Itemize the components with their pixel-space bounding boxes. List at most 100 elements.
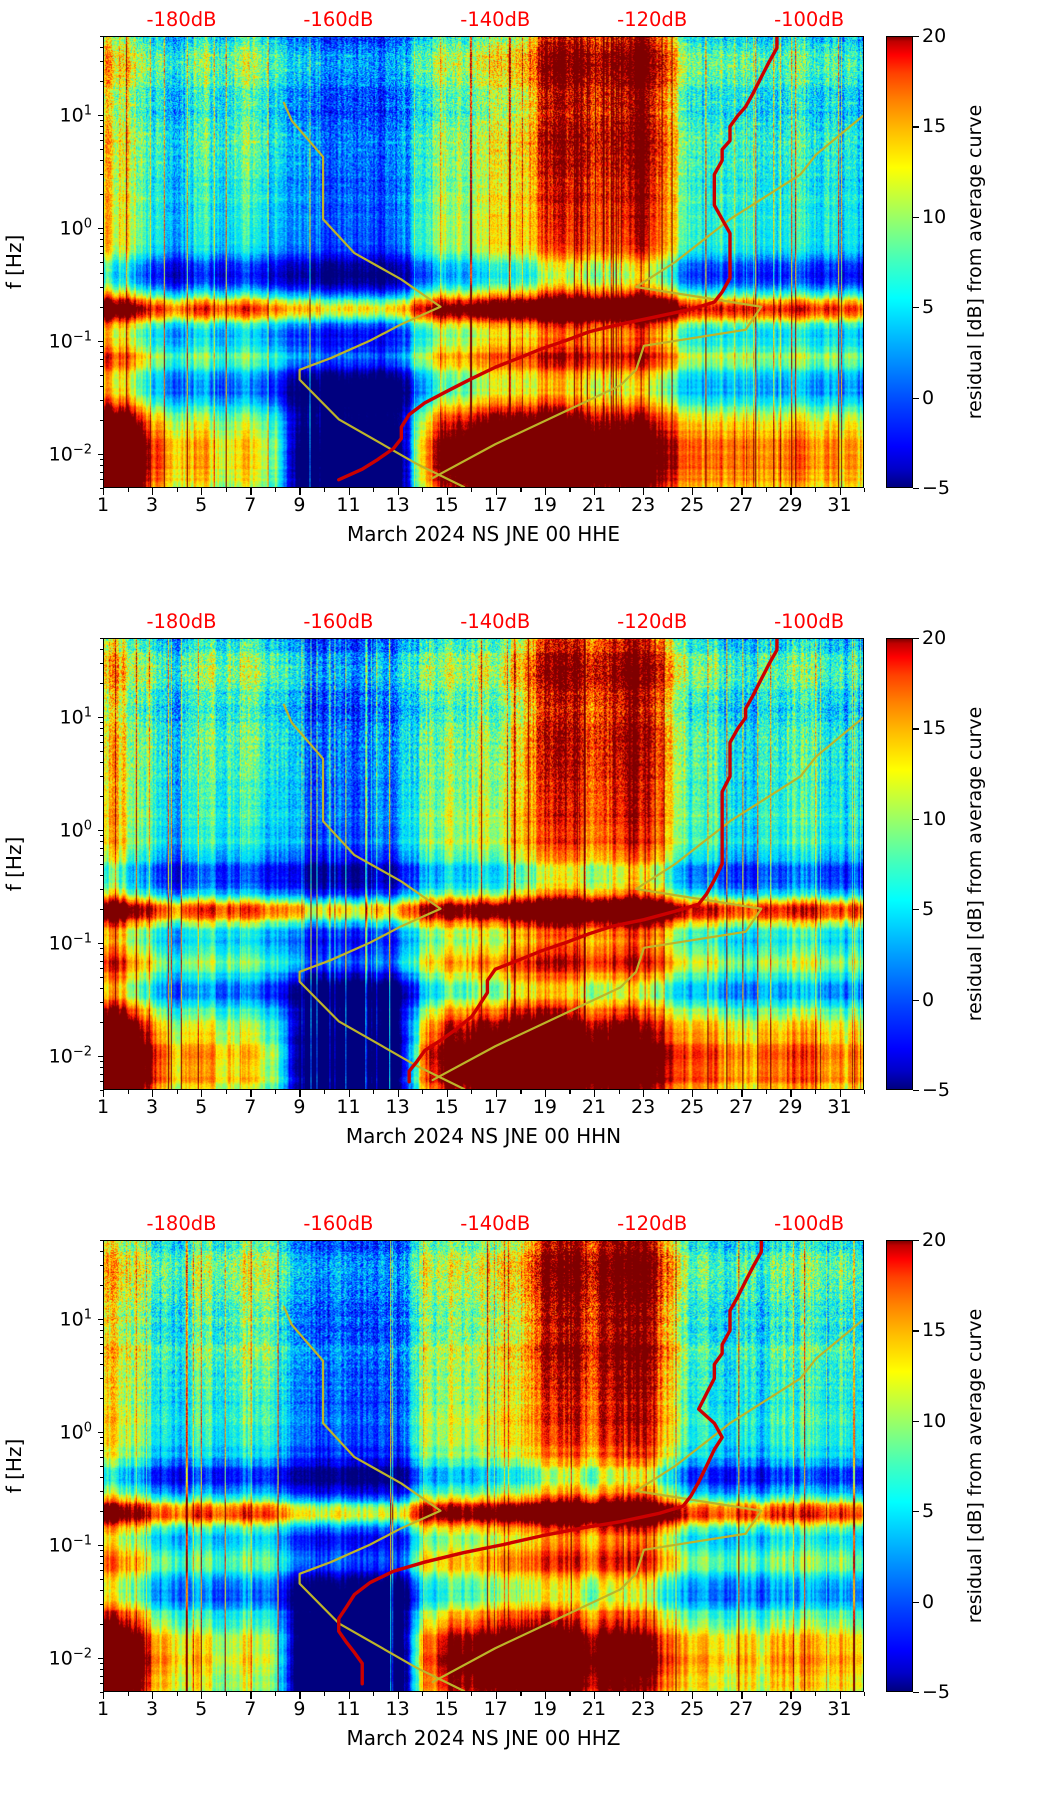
spectrogram-axes[interactable] — [103, 638, 864, 1090]
colorbar-tick-label: 20 — [922, 1229, 947, 1251]
colorbar-label: residual [dB] from average curve — [962, 638, 988, 1090]
colorbar-label-text: residual [dB] from average curve — [964, 104, 986, 420]
x-axis-major-tick — [741, 1692, 743, 1699]
y-axis-minor-tick — [100, 174, 104, 176]
top-db-tick-label: -140dB — [460, 610, 531, 633]
colorbar-tick-label: 15 — [922, 115, 947, 138]
top-db-tick-label: -160dB — [303, 1212, 374, 1235]
y-axis-ticks — [96, 36, 104, 490]
top-db-tick-label: -140dB — [460, 1212, 531, 1235]
y-axis-minor-tick — [100, 420, 104, 422]
colorbar — [886, 1240, 913, 1692]
top-db-tick-label: -180dB — [146, 610, 217, 633]
top-db-axis-labels: -180dB -160dB -140dB -120dB -100dB — [103, 8, 864, 32]
y-axis-major-tick — [97, 341, 104, 343]
x-axis-tick-label: 17 — [483, 1096, 508, 1118]
x-axis-major-tick — [152, 488, 154, 495]
x-axis-minor-tick — [864, 1090, 866, 1094]
colorbar-tick-label: 0 — [922, 386, 935, 409]
x-axis-tick-label: 11 — [336, 1698, 361, 1720]
y-axis-tick-label: 100 — [59, 216, 92, 240]
x-axis-minor-tick — [373, 488, 375, 492]
y-axis-label-text: f [Hz] — [2, 234, 26, 290]
x-axis-tick-label: 19 — [532, 1096, 557, 1118]
noise-model-low-curve — [284, 103, 464, 487]
x-axis-minor-tick — [814, 1090, 817, 1094]
y-axis-minor-tick — [100, 81, 104, 83]
y-axis-minor-tick — [100, 1324, 104, 1326]
top-db-tick-label: -100dB — [774, 610, 845, 633]
x-axis-tick-label: 21 — [581, 1096, 607, 1118]
y-axis-minor-tick — [100, 1265, 104, 1267]
y-axis-major-tick — [97, 1432, 104, 1434]
x-axis-tick-label: 29 — [778, 494, 803, 516]
x-axis-tick-label: 3 — [146, 494, 159, 516]
y-axis-major-tick — [97, 1319, 104, 1321]
top-db-tick-label: -140dB — [460, 8, 531, 31]
y-axis-minor-tick — [100, 1329, 104, 1332]
y-axis-major-tick — [97, 454, 104, 456]
x-axis-tick-label: 27 — [729, 494, 754, 516]
colorbar-tick — [913, 126, 919, 128]
colorbar-tick-label: 5 — [922, 898, 935, 921]
x-axis-minor-tick — [765, 488, 768, 492]
y-axis-minor-tick — [100, 1466, 104, 1468]
y-axis-major-tick — [97, 228, 104, 230]
y-axis-minor-tick — [100, 346, 104, 348]
x-axis-tick-label: 25 — [680, 1698, 705, 1720]
x-axis-minor-tick — [274, 1090, 277, 1094]
y-axis-minor-tick — [100, 1668, 104, 1671]
noise-model-high-curve — [433, 103, 864, 478]
x-axis-major-tick — [348, 488, 350, 495]
y-axis-tick-label: 10−2 — [48, 1044, 92, 1068]
colorbar-tick-label: 0 — [922, 988, 935, 1011]
x-axis-minor-tick — [765, 1090, 768, 1094]
x-axis-tick-label: 31 — [827, 494, 852, 516]
y-axis-minor-tick — [100, 875, 104, 877]
x-axis-major-tick — [790, 1692, 792, 1699]
colorbar-tick — [913, 1330, 919, 1332]
x-axis-major-tick — [250, 1090, 252, 1097]
y-axis-ticks — [96, 638, 104, 1092]
x-axis-minor-tick — [225, 1692, 227, 1696]
x-axis-major-tick — [446, 488, 448, 495]
x-axis-minor-tick — [127, 1692, 129, 1696]
y-axis-minor-tick — [100, 1090, 104, 1092]
x-axis-tick-label: 23 — [631, 1698, 656, 1720]
y-axis-minor-tick — [100, 1344, 104, 1346]
x-axis-major-tick — [495, 488, 498, 495]
y-axis-minor-tick — [100, 120, 104, 122]
x-axis-tick-label: 5 — [195, 1698, 208, 1720]
y-axis-tick-label: 10−2 — [48, 442, 92, 466]
x-axis-major-tick — [397, 1692, 399, 1699]
colorbar-tick-label: 5 — [922, 1500, 935, 1523]
x-axis-major-tick — [250, 488, 252, 495]
y-axis-minor-tick — [100, 1285, 104, 1287]
colorbar-label: residual [dB] from average curve — [962, 36, 988, 488]
colorbar-ticks — [913, 1240, 920, 1694]
y-axis-minor-tick — [100, 734, 104, 736]
x-axis-major-tick — [201, 488, 203, 495]
y-axis-minor-tick — [100, 386, 104, 388]
x-axis-label: March 2024 NS JNE 00 HHN — [345, 1124, 622, 1148]
y-axis-minor-tick — [100, 638, 104, 640]
x-axis-minor-tick — [323, 488, 326, 492]
x-axis-major-tick — [839, 488, 841, 495]
y-axis-major-tick — [97, 1545, 104, 1547]
y-axis-minor-tick — [100, 889, 104, 891]
x-axis-ticks — [103, 1692, 866, 1699]
x-axis-minor-tick — [422, 488, 424, 492]
x-axis-major-tick — [348, 1090, 350, 1097]
y-axis-minor-tick — [100, 855, 104, 857]
x-axis-major-tick — [790, 488, 792, 495]
x-axis-tick-label: 1 — [96, 1698, 110, 1720]
x-axis-minor-tick — [569, 1692, 571, 1696]
spectrogram-axes[interactable] — [103, 1240, 864, 1692]
x-axis-tick-labels: 1 3 5 7 9 11 13 15 17 19 21 23 25 27 29 31 — [97, 1696, 864, 1722]
x-axis-tick-labels: 1 3 5 7 9 11 13 15 17 19 21 23 25 27 29 31 — [97, 1094, 864, 1120]
y-axis-minor-tick — [100, 968, 104, 970]
psd-red-curve — [409, 639, 777, 1082]
spectrogram-axes[interactable] — [103, 36, 864, 488]
x-axis-tick-label: 7 — [244, 1698, 257, 1720]
x-axis-tick-label: 3 — [146, 1096, 159, 1118]
